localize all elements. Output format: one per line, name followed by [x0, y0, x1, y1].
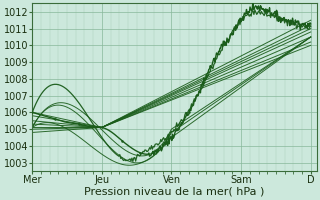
X-axis label: Pression niveau de la mer( hPa ): Pression niveau de la mer( hPa )	[84, 187, 265, 197]
